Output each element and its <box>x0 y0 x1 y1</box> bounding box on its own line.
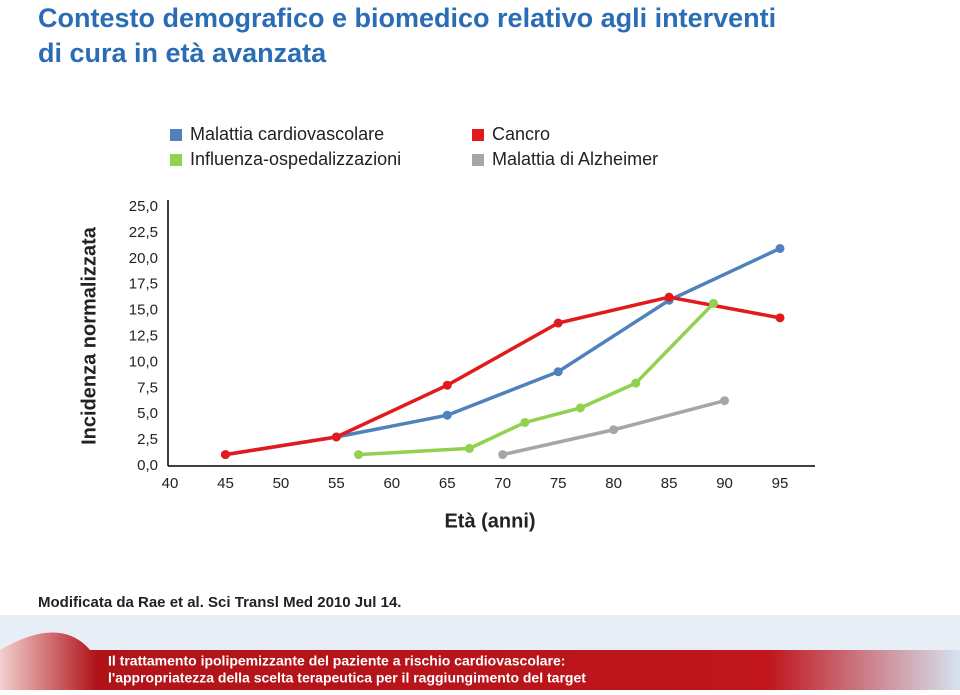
x-tick-label: 55 <box>328 475 345 492</box>
data-point <box>553 367 563 377</box>
y-tick-label: 5,0 <box>137 405 158 422</box>
banner-line: Il trattamento ipolipemizzante del pazie… <box>108 653 565 669</box>
x-tick-label: 80 <box>605 475 622 492</box>
x-tick-label: 50 <box>273 475 290 492</box>
legend-label: Malattia di Alzheimer <box>492 149 658 169</box>
y-tick-label: 25,0 <box>129 198 158 215</box>
legend-swatch <box>472 129 484 141</box>
x-tick-label: 40 <box>162 475 179 492</box>
x-tick-label: 95 <box>772 475 789 492</box>
source-note: Modificata da Rae et al. Sci Transl Med … <box>38 594 401 611</box>
y-tick-label: 0,0 <box>137 457 158 474</box>
x-tick-label: 60 <box>383 475 400 492</box>
legend-swatch <box>170 154 182 166</box>
y-axis-title: Incidenza normalizzata <box>78 226 100 445</box>
data-point <box>609 425 619 435</box>
x-tick-label: 45 <box>217 475 234 492</box>
title-line2: di cura in età avanzata <box>38 38 327 68</box>
data-point <box>631 378 641 388</box>
series-line <box>358 302 715 457</box>
banner-line: l'appropriatezza della scelta terapeutic… <box>108 670 586 686</box>
x-tick-label: 70 <box>494 475 511 492</box>
data-point <box>442 410 452 420</box>
x-tick-label: 90 <box>716 475 733 492</box>
y-tick-label: 15,0 <box>129 302 158 319</box>
data-point <box>664 292 674 302</box>
y-tick-label: 20,0 <box>129 250 158 267</box>
data-point <box>220 450 230 460</box>
data-point <box>575 403 585 413</box>
data-point <box>498 450 508 460</box>
data-point <box>331 432 341 442</box>
x-tick-label: 85 <box>661 475 678 492</box>
x-axis-title: Età (anni) <box>444 510 535 532</box>
title: Contesto demografico e biomedico relativ… <box>38 3 776 33</box>
banner <box>0 632 960 690</box>
data-point <box>354 450 364 460</box>
y-tick-label: 10,0 <box>129 353 158 370</box>
y-tick-label: 7,5 <box>137 379 158 396</box>
y-tick-label: 22,5 <box>129 224 158 241</box>
series-line <box>225 295 781 457</box>
legend-label: Cancro <box>492 124 550 144</box>
legend-swatch <box>170 129 182 141</box>
legend-swatch <box>472 154 484 166</box>
data-point <box>464 443 474 453</box>
data-point <box>442 380 452 390</box>
data-point <box>708 298 718 308</box>
data-point <box>720 396 730 406</box>
data-point <box>775 243 785 253</box>
data-point <box>520 417 530 427</box>
x-tick-label: 75 <box>550 475 567 492</box>
data-point <box>553 318 563 328</box>
y-tick-label: 12,5 <box>129 327 158 344</box>
y-tick-label: 17,5 <box>129 276 158 293</box>
x-tick-label: 65 <box>439 475 456 492</box>
data-point <box>775 313 785 323</box>
series-line <box>225 246 781 457</box>
y-tick-label: 2,5 <box>137 431 158 448</box>
legend-label: Influenza-ospedalizzazioni <box>190 149 401 169</box>
legend-label: Malattia cardiovascolare <box>190 124 384 144</box>
